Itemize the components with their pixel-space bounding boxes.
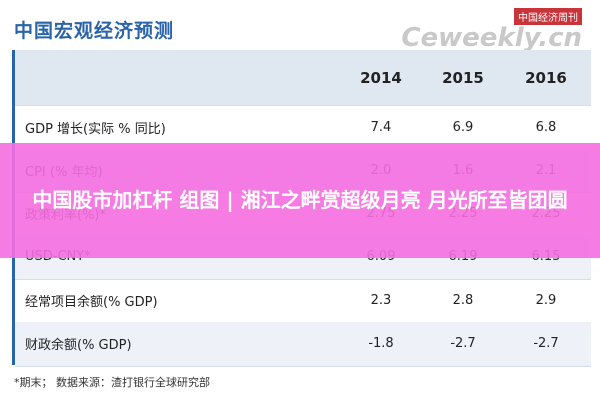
table-row: 经常项目余额(% GDP) 2.3 2.8 2.9	[15, 278, 591, 324]
title: 中国宏观经济预测	[14, 20, 175, 42]
footnote: *期末； 数据来源：渣打银行全球研究部	[14, 376, 210, 389]
header-row: 2014 2015 2016	[15, 50, 591, 106]
row-label: GDP 增长(实际 % 同比)	[25, 121, 166, 137]
banner: 中国股市加杠杆 组图 | 湘江之畔赏超级月亮 月光所至皆团圆	[0, 143, 600, 258]
table-row: 财政余额(% GDP) -1.8 -2.7 -2.7	[15, 321, 591, 367]
cell: 6.9	[452, 119, 474, 135]
banner-text: 中国股市加杠杆 组图 | 湘江之畔赏超级月亮 月光所至皆团圆	[32, 188, 568, 212]
watermark: 中国经济周刊 Ceweekly.cn	[401, 6, 582, 51]
cell: -2.7	[450, 336, 476, 351]
cell: 2.9	[535, 292, 557, 308]
cell: 7.4	[370, 119, 392, 135]
cell: -1.8	[368, 336, 394, 351]
cell: 6.8	[535, 119, 557, 135]
column-header: 2016	[525, 68, 567, 87]
row-label: 经常项目余额(% GDP)	[25, 294, 158, 310]
cell: 2.8	[452, 292, 474, 308]
cell: 2.3	[370, 292, 392, 308]
column-header: 2014	[360, 68, 402, 87]
watermark-top: 中国经济周刊	[514, 8, 582, 25]
cell: -2.7	[533, 336, 559, 351]
column-header: 2015	[442, 68, 484, 87]
row-label: 财政余额(% GDP)	[25, 338, 132, 353]
watermark-main: Ceweekly.cn	[401, 23, 582, 53]
